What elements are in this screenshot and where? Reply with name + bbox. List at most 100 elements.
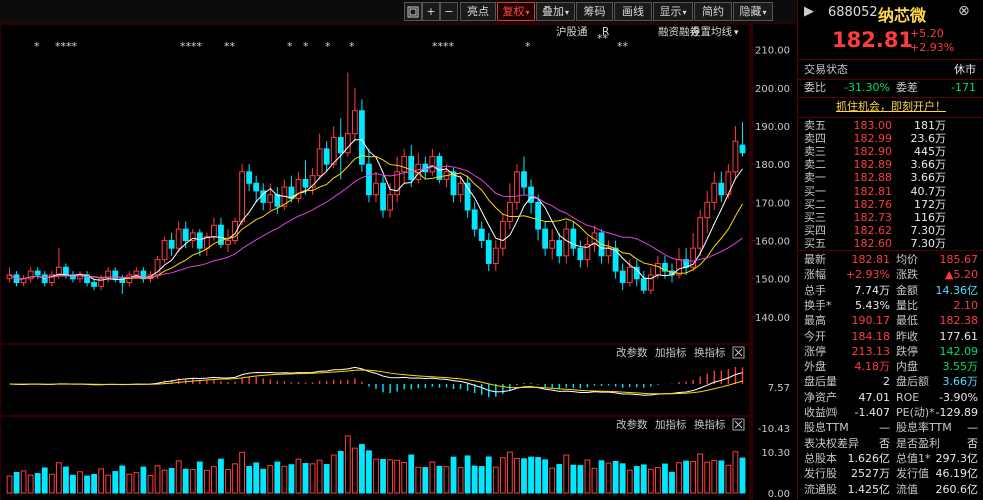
close-icon[interactable] (732, 346, 745, 359)
volume-bar (732, 451, 739, 494)
candle-body (507, 201, 513, 222)
candle-body (20, 278, 27, 284)
toolbar-button-label: 显示 (659, 5, 682, 18)
candle-body (584, 243, 591, 261)
volume-bar (239, 451, 245, 494)
order-volume: 23.6万 (910, 132, 947, 145)
stat-label: 发行值 (896, 467, 929, 481)
stat-value: 3.55万 (942, 360, 979, 374)
event-marker: * (34, 40, 40, 53)
volume-bar (41, 467, 48, 494)
candle-body (246, 171, 253, 184)
window-icon[interactable] (404, 2, 422, 21)
chart-header-link-1[interactable]: 融资融券 (658, 25, 700, 38)
volume-panel-button-2[interactable]: 换指标 (694, 418, 726, 431)
stat-value: 2.10 (953, 298, 979, 312)
stat-value: 182.81 (851, 253, 891, 266)
candle-body (133, 270, 140, 276)
toolbar-button-6[interactable]: 简约 (694, 2, 732, 21)
price-tick-label: 210.00 (755, 46, 790, 57)
price-tick-label: 150.00 (755, 275, 790, 286)
volume-bar (380, 459, 386, 494)
toolbar-button-2[interactable]: 叠加▾ (536, 2, 575, 21)
stat-label: 股息TTM (804, 421, 849, 435)
chart-header-link-0[interactable]: 沪股通 (556, 25, 588, 38)
order-label: 卖五 (804, 119, 826, 132)
stat-value: 184.18 (851, 329, 891, 343)
ma5-line (9, 139, 743, 281)
open-account-link[interactable]: 抓住机会，即刻开户！ (836, 100, 946, 113)
volume-bar (196, 461, 203, 494)
candle-body (464, 182, 471, 211)
toolbar-button-7[interactable]: 隐藏▾ (733, 2, 773, 21)
bid-row: 买五 182.60 7.30万 (798, 237, 983, 250)
volume-bar (267, 465, 274, 494)
macd-panel-button-2[interactable]: 换指标 (694, 346, 726, 359)
collapse-icon[interactable]: ▶ (804, 4, 814, 19)
candle-body (485, 240, 492, 264)
stat-label: 换手* (804, 298, 832, 312)
stat-row: 最新 182.81 均价 185.67 (798, 252, 983, 267)
price-change-pct: +2.93% (910, 41, 955, 54)
ask-row: 卖四 182.99 23.6万 (798, 132, 983, 145)
stat-row: 收益㈣ -1.407 PE(动)* -129.89 (798, 405, 983, 420)
more-icon[interactable]: ⊗ (958, 3, 970, 19)
r-badge[interactable]: R (602, 26, 609, 38)
order-price: 182.99 (853, 132, 893, 145)
stat-value: -129.89 (935, 406, 978, 419)
zoom-in-icon[interactable]: + (422, 2, 440, 21)
candle-body (718, 182, 725, 196)
candle-body (662, 262, 668, 272)
volume-bar (27, 474, 34, 494)
toolbar-button-label: 复权 (502, 5, 525, 18)
candle-body (359, 110, 365, 165)
toolbar-button-1[interactable]: 复权▾ (497, 2, 535, 21)
stat-value: 2527万 (851, 467, 890, 481)
price-tick-label: 200.00 (755, 84, 790, 95)
kline-chart-area[interactable]: 沪股通 融资融券 设置均线 R ▾ * **** **** ** * * * * **** * ** ** 210… (0, 23, 797, 500)
volume-bar (690, 461, 697, 494)
status-row: 交易状态 休市 (798, 62, 983, 78)
toolbar-button-5[interactable]: 显示▾ (653, 2, 693, 21)
candle-body (549, 240, 556, 249)
order-price: 182.76 (853, 198, 893, 211)
order-price: 182.60 (853, 237, 893, 250)
order-volume: 3.66万 (910, 158, 947, 171)
toolbar-button-0[interactable]: 亮点 (460, 2, 496, 21)
volume-panel-button-1[interactable]: 加指标 (655, 418, 687, 431)
volume-bar (401, 462, 408, 494)
volume-bar (281, 465, 288, 494)
price-tick-label: 180.00 (755, 160, 790, 171)
candle-body (521, 171, 527, 188)
close-icon[interactable] (732, 418, 745, 431)
candle-body (373, 182, 379, 196)
candle-body (70, 274, 76, 280)
stat-value: 否 (879, 436, 890, 450)
volume-panel-button-0[interactable]: 改参数 (616, 418, 648, 431)
candle-body (41, 274, 48, 284)
macd-panel-button-0[interactable]: 改参数 (616, 346, 648, 359)
stat-label: 涨幅 (804, 268, 826, 282)
volume-bar (471, 465, 478, 494)
candle-body (640, 278, 647, 291)
event-marker: * (525, 40, 531, 53)
volume-bar (126, 473, 133, 494)
toolbar-button-4[interactable]: 画线 (614, 2, 652, 21)
zoom-out-icon[interactable]: − (440, 2, 458, 21)
macd-panel-button-1[interactable]: 加指标 (655, 346, 687, 359)
volume-bar (330, 454, 337, 494)
volume-bar (316, 459, 323, 494)
current-price: 182.81 (832, 28, 914, 52)
chart-header-link-2[interactable]: 设置均线 (690, 25, 732, 38)
candle-body (77, 274, 83, 280)
volume-bar (63, 466, 69, 494)
order-label: 卖三 (804, 145, 826, 158)
candle-body (401, 156, 408, 173)
volume-bar (725, 464, 732, 494)
volume-bar (246, 466, 253, 494)
toolbar-button-3[interactable]: 筹码 (576, 2, 613, 21)
order-label: 买二 (804, 198, 826, 211)
volume-bar (373, 458, 379, 494)
volume-bar (697, 453, 704, 494)
